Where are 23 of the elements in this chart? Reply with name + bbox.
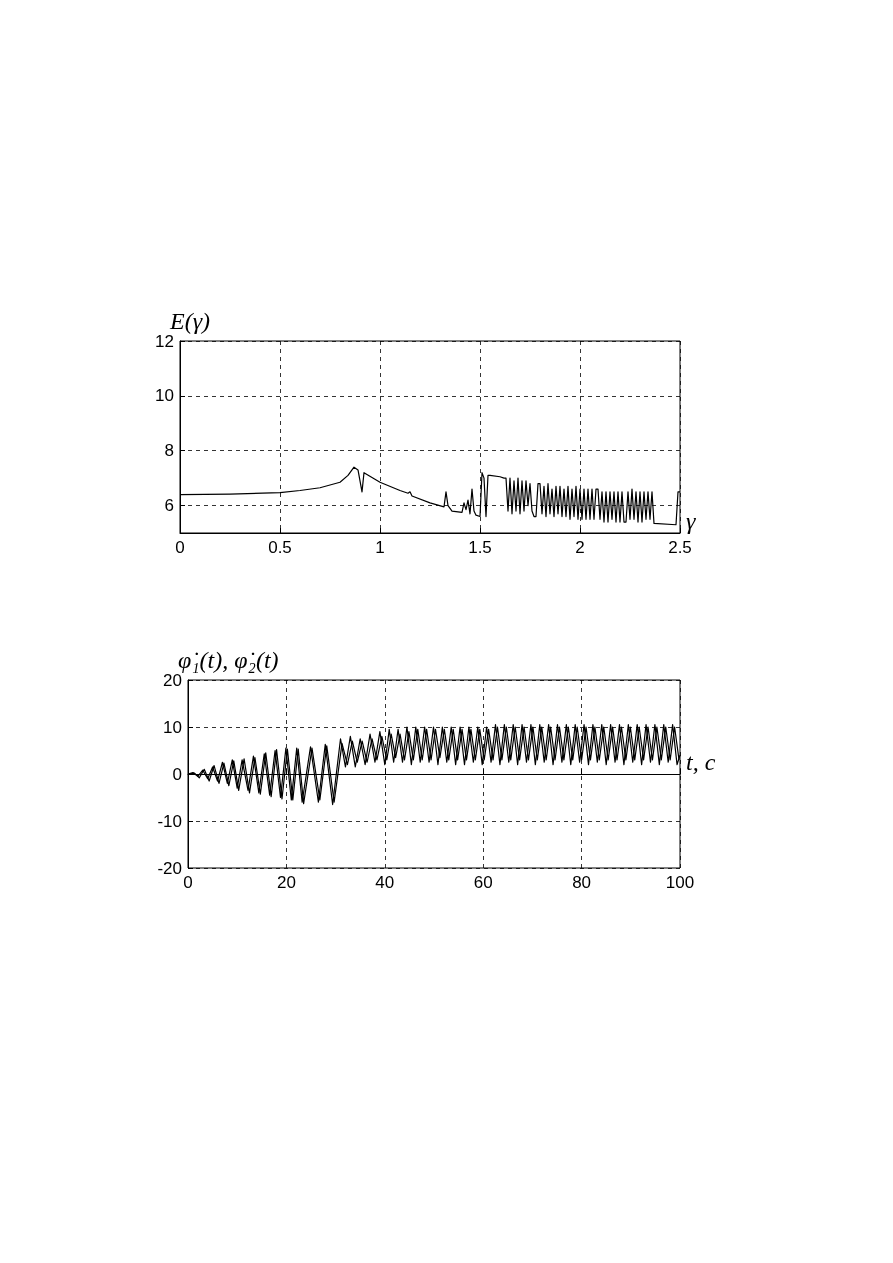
x-tick-label: 1 — [375, 538, 385, 557]
x-tick-label: 100 — [665, 873, 695, 892]
x-axis-title: t, c — [686, 749, 716, 775]
y-tick-label: 8 — [164, 441, 174, 461]
x-tick-label: 80 — [572, 873, 592, 892]
x-tick-label: 2 — [575, 538, 585, 557]
y-tick-label: -10 — [157, 811, 182, 831]
x-tick-label: 20 — [276, 873, 296, 892]
y-tick-label: 6 — [164, 496, 174, 516]
y-tick-label: 10 — [155, 386, 174, 406]
y-tick-label: 10 — [163, 717, 182, 737]
y-axis-title: φ̇₁(t), φ̇₂(t) — [178, 646, 279, 673]
y-tick-label: 20 — [163, 670, 182, 690]
x-axis-title: γ — [686, 508, 696, 534]
x-tick-label: 60 — [473, 873, 493, 892]
y-tick-label: 12 — [155, 331, 174, 351]
y-tick-label: -20 — [157, 858, 182, 878]
y-axis-title: E(γ) — [169, 307, 211, 334]
x-tick-label: 40 — [375, 873, 395, 892]
x-tick-label: 0.5 — [268, 538, 292, 557]
y-tick-label: 0 — [172, 764, 182, 784]
x-tick-label: 1.5 — [468, 538, 492, 557]
x-tick-label: 2.5 — [668, 538, 692, 557]
